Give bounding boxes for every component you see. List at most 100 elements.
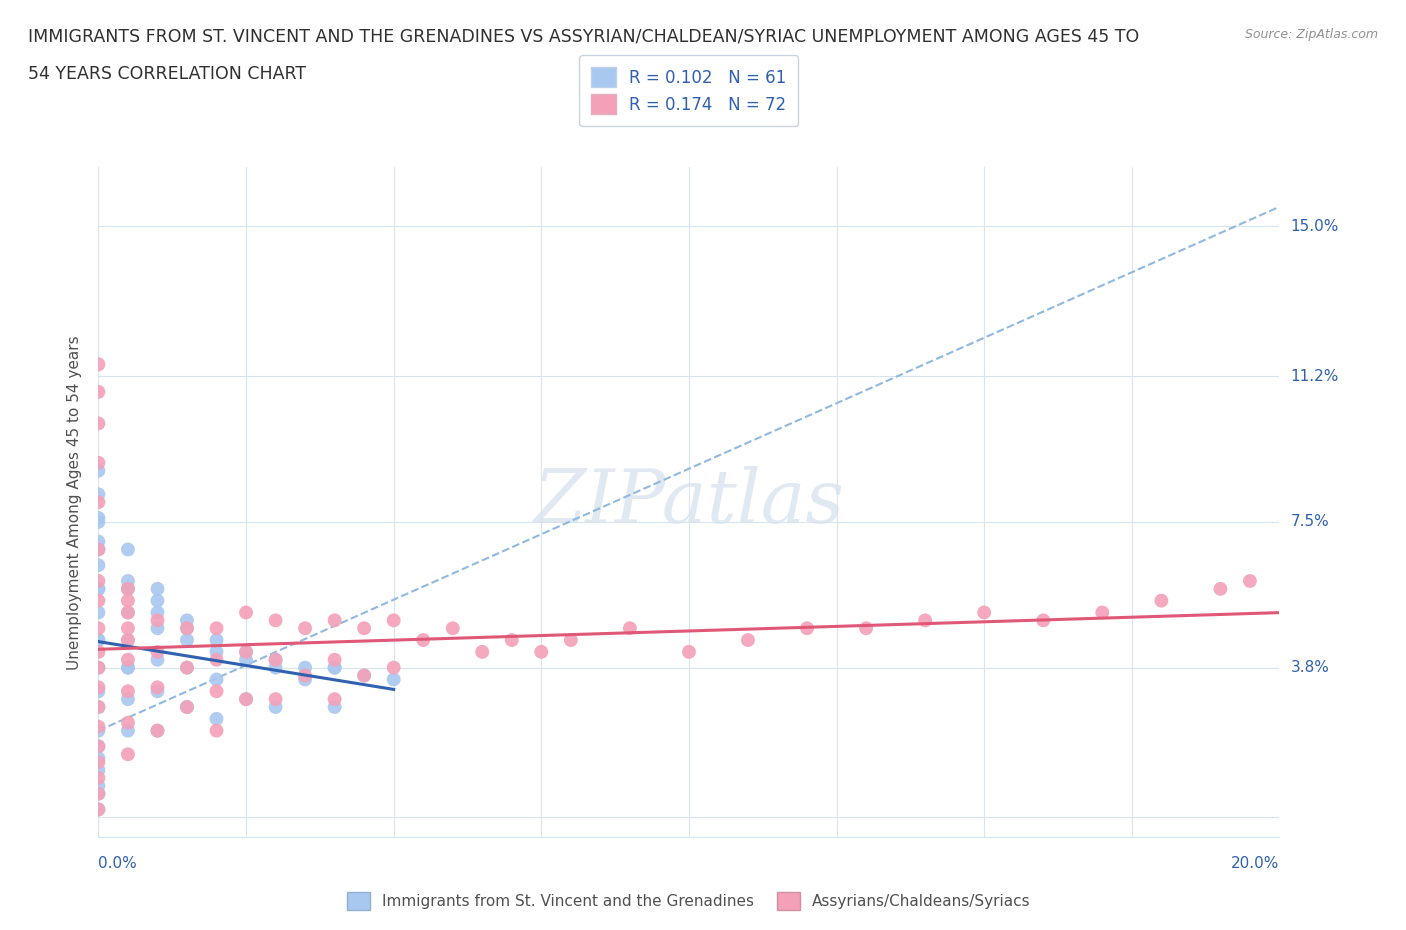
Point <box>737 632 759 647</box>
Point <box>146 652 169 667</box>
Point <box>87 558 110 573</box>
Point <box>117 715 139 730</box>
Point <box>264 613 287 628</box>
Point <box>87 751 110 765</box>
Point <box>205 632 228 647</box>
Point <box>235 644 257 659</box>
Point <box>235 605 257 620</box>
Point <box>87 770 110 785</box>
Point <box>294 668 316 683</box>
Point <box>176 699 198 714</box>
Point <box>264 692 287 707</box>
Point <box>560 632 582 647</box>
Point <box>235 644 257 659</box>
Point <box>205 684 228 698</box>
Point <box>176 660 198 675</box>
Point <box>87 802 110 817</box>
Point <box>117 574 139 589</box>
Point <box>87 684 110 698</box>
Point <box>87 786 110 801</box>
Point <box>323 660 346 675</box>
Point <box>117 724 139 738</box>
Point <box>323 652 346 667</box>
Point <box>441 621 464 636</box>
Point <box>87 621 110 636</box>
Point <box>146 581 169 596</box>
Point <box>530 644 553 659</box>
Text: 20.0%: 20.0% <box>1232 856 1279 870</box>
Point <box>176 621 198 636</box>
Point <box>146 680 169 695</box>
Point <box>87 581 110 596</box>
Point <box>678 644 700 659</box>
Point <box>1091 605 1114 620</box>
Point <box>87 384 110 399</box>
Point <box>87 487 110 502</box>
Point <box>87 739 110 754</box>
Point <box>353 668 375 683</box>
Point <box>382 672 405 687</box>
Text: 7.5%: 7.5% <box>1291 514 1330 529</box>
Point <box>205 711 228 726</box>
Point <box>146 644 169 659</box>
Point <box>1239 574 1261 589</box>
Text: 54 YEARS CORRELATION CHART: 54 YEARS CORRELATION CHART <box>28 65 307 83</box>
Point <box>87 581 110 596</box>
Point <box>117 660 139 675</box>
Point <box>87 755 110 770</box>
Point <box>146 605 169 620</box>
Point <box>205 672 228 687</box>
Point <box>87 719 110 734</box>
Point <box>87 514 110 529</box>
Point <box>205 652 228 667</box>
Point <box>87 802 110 817</box>
Point <box>1032 613 1054 628</box>
Point <box>87 456 110 471</box>
Point <box>382 660 405 675</box>
Point <box>412 632 434 647</box>
Point <box>235 652 257 667</box>
Point <box>87 680 110 695</box>
Point <box>87 416 110 431</box>
Point <box>87 357 110 372</box>
Point <box>117 621 139 636</box>
Text: IMMIGRANTS FROM ST. VINCENT AND THE GRENADINES VS ASSYRIAN/CHALDEAN/SYRIAC UNEMP: IMMIGRANTS FROM ST. VINCENT AND THE GREN… <box>28 28 1139 46</box>
Point <box>87 739 110 754</box>
Point <box>87 699 110 714</box>
Point <box>117 684 139 698</box>
Text: 0.0%: 0.0% <box>98 856 138 870</box>
Point <box>205 621 228 636</box>
Point <box>117 652 139 667</box>
Point <box>146 724 169 738</box>
Point <box>353 621 375 636</box>
Point <box>87 778 110 793</box>
Point <box>117 542 139 557</box>
Point <box>1150 593 1173 608</box>
Point <box>264 660 287 675</box>
Point <box>796 621 818 636</box>
Point <box>501 632 523 647</box>
Point <box>87 763 110 777</box>
Point <box>117 632 139 647</box>
Point <box>353 668 375 683</box>
Point <box>117 692 139 707</box>
Point <box>264 652 287 667</box>
Point <box>87 542 110 557</box>
Point <box>117 581 139 596</box>
Text: Source: ZipAtlas.com: Source: ZipAtlas.com <box>1244 28 1378 41</box>
Point <box>117 593 139 608</box>
Point <box>323 613 346 628</box>
Point <box>87 542 110 557</box>
Point <box>855 621 877 636</box>
Point <box>146 593 169 608</box>
Point <box>323 692 346 707</box>
Point <box>117 605 139 620</box>
Point <box>87 495 110 510</box>
Point <box>323 699 346 714</box>
Point <box>1209 581 1232 596</box>
Point <box>914 613 936 628</box>
Point <box>176 613 198 628</box>
Point <box>294 621 316 636</box>
Point <box>176 632 198 647</box>
Legend: Immigrants from St. Vincent and the Grenadines, Assyrians/Chaldeans/Syriacs: Immigrants from St. Vincent and the Gren… <box>340 885 1038 916</box>
